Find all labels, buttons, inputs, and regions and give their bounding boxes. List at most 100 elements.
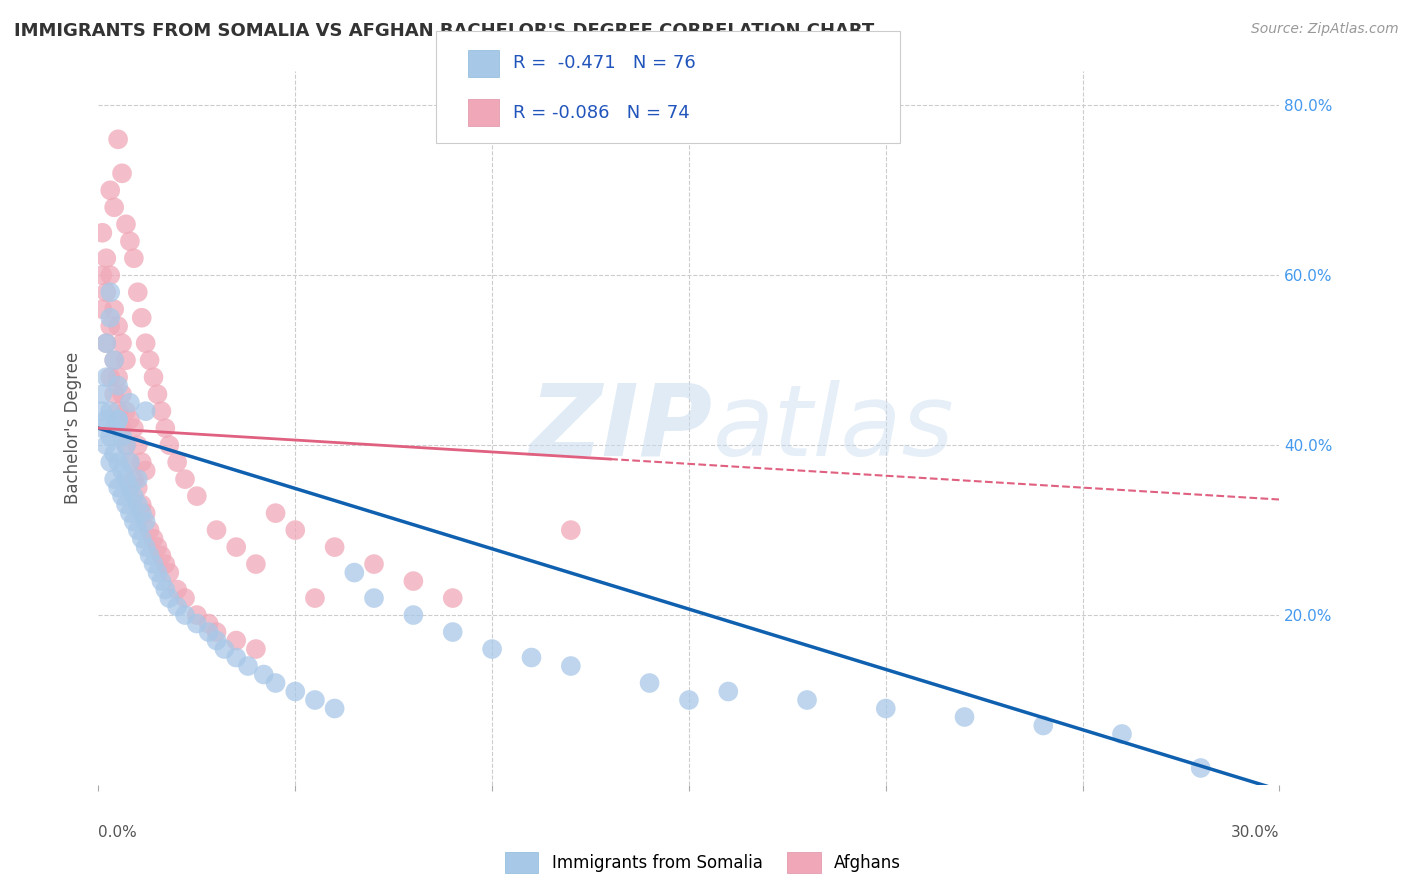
Point	[186, 489, 208, 503]
Point	[245, 642, 267, 657]
Point	[118, 455, 141, 469]
Point	[323, 540, 346, 554]
Point	[107, 404, 129, 418]
Point	[127, 523, 149, 537]
Point	[91, 404, 114, 418]
Point	[150, 574, 173, 588]
Point	[111, 336, 134, 351]
Point	[253, 667, 276, 681]
Point	[135, 515, 157, 529]
Point	[186, 608, 208, 623]
Point	[155, 582, 177, 597]
Point	[122, 472, 145, 486]
Point	[118, 395, 141, 409]
Point	[98, 285, 121, 300]
Point	[304, 591, 326, 605]
Point	[118, 234, 141, 248]
Point	[150, 404, 173, 418]
Point	[122, 489, 145, 503]
Point	[115, 472, 138, 486]
Point	[98, 370, 121, 384]
Point	[107, 132, 129, 146]
Point	[323, 701, 346, 715]
Point	[103, 472, 125, 486]
Point	[103, 447, 125, 461]
Point	[115, 217, 138, 231]
Point	[111, 464, 134, 478]
Point	[98, 310, 121, 325]
Point	[122, 515, 145, 529]
Point	[264, 506, 287, 520]
Y-axis label: Bachelor's Degree: Bachelor's Degree	[65, 352, 83, 504]
Text: R = -0.086   N = 74: R = -0.086 N = 74	[513, 103, 690, 121]
Point	[1189, 761, 1212, 775]
Point	[122, 421, 145, 435]
Point	[91, 268, 114, 283]
Point	[142, 532, 165, 546]
Point	[96, 370, 118, 384]
Point	[103, 353, 125, 368]
Point	[91, 302, 114, 317]
Point	[98, 268, 121, 283]
Point	[174, 472, 197, 486]
Point	[264, 676, 287, 690]
Point	[115, 498, 138, 512]
Point	[111, 430, 134, 444]
Point	[103, 421, 125, 435]
Point	[304, 693, 326, 707]
Point	[135, 404, 157, 418]
Point	[1032, 718, 1054, 732]
Point	[96, 412, 118, 426]
Point	[135, 336, 157, 351]
Point	[155, 421, 177, 435]
Point	[875, 701, 897, 715]
Point	[638, 676, 661, 690]
Point	[678, 693, 700, 707]
Point	[131, 498, 153, 512]
Text: IMMIGRANTS FROM SOMALIA VS AFGHAN BACHELOR'S DEGREE CORRELATION CHART: IMMIGRANTS FROM SOMALIA VS AFGHAN BACHEL…	[14, 22, 875, 40]
Point	[441, 591, 464, 605]
Point	[127, 472, 149, 486]
Text: atlas: atlas	[713, 380, 955, 476]
Point	[225, 540, 247, 554]
Point	[118, 481, 141, 495]
Point	[135, 464, 157, 478]
Point	[91, 421, 114, 435]
Point	[186, 616, 208, 631]
Point	[166, 455, 188, 469]
Point	[115, 404, 138, 418]
Point	[138, 523, 160, 537]
Point	[107, 412, 129, 426]
Point	[91, 387, 114, 401]
Point	[157, 438, 180, 452]
Point	[103, 302, 125, 317]
Point	[1111, 727, 1133, 741]
Point	[96, 336, 118, 351]
Point	[157, 591, 180, 605]
Point	[343, 566, 366, 580]
Point	[98, 319, 121, 334]
Point	[127, 498, 149, 512]
Point	[146, 387, 169, 401]
Point	[225, 633, 247, 648]
Point	[131, 455, 153, 469]
Point	[146, 566, 169, 580]
Text: R =  -0.471   N = 76: R = -0.471 N = 76	[513, 54, 696, 72]
Point	[796, 693, 818, 707]
Point	[205, 625, 228, 640]
Point	[155, 557, 177, 571]
Point	[205, 633, 228, 648]
Point	[98, 183, 121, 197]
Point	[107, 481, 129, 495]
Point	[953, 710, 976, 724]
Point	[166, 599, 188, 614]
Point	[481, 642, 503, 657]
Point	[107, 412, 129, 426]
Point	[111, 387, 134, 401]
Point	[127, 438, 149, 452]
Point	[115, 438, 138, 452]
Point	[96, 336, 118, 351]
Point	[146, 540, 169, 554]
Point	[135, 506, 157, 520]
Point	[131, 532, 153, 546]
